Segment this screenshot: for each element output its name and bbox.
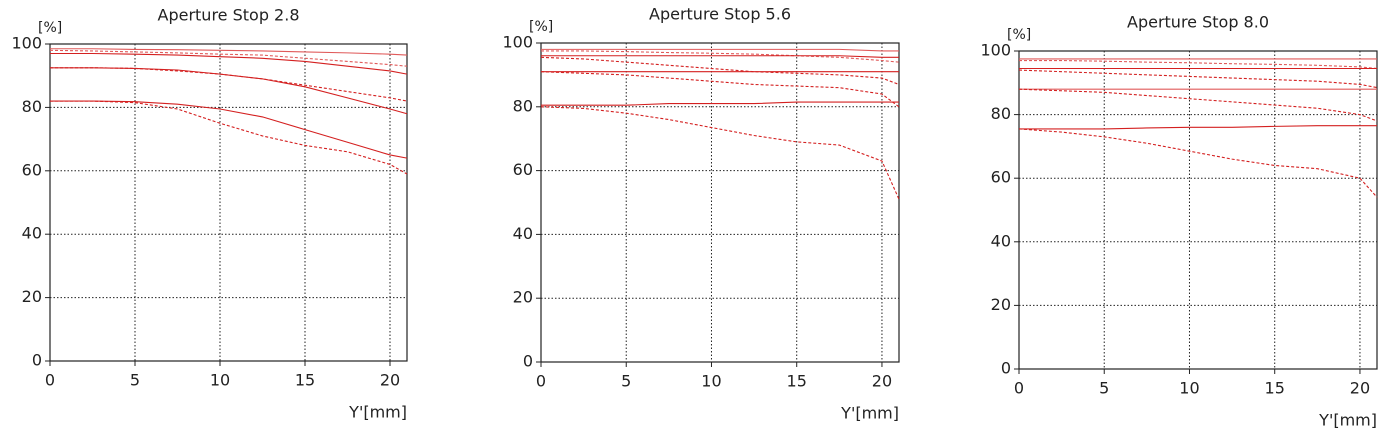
mtf-line <box>50 67 408 102</box>
y-tick-label: 100 <box>11 34 42 53</box>
y-tick-label: 40 <box>22 224 42 243</box>
x-tick-label: 0 <box>536 372 546 391</box>
mtf-line <box>50 100 408 159</box>
mtf-line <box>1018 128 1378 198</box>
x-tick-label: 10 <box>1179 379 1199 398</box>
y-tick-label: 40 <box>513 224 533 243</box>
mtf-line <box>50 52 408 75</box>
chart-title: Aperture Stop 5.6 <box>649 5 791 24</box>
y-tick-label: 100 <box>502 33 533 52</box>
mtf-line <box>49 49 408 67</box>
y-axis-label: [%] <box>1007 27 1031 43</box>
x-tick-label: 15 <box>787 372 807 391</box>
mtf-line <box>1019 59 1378 70</box>
y-axis-label: [%] <box>38 20 62 36</box>
y-tick-label: 80 <box>513 96 533 115</box>
x-tick-label: 20 <box>1350 379 1370 398</box>
x-tick-label: 20 <box>872 372 892 391</box>
mtf-line <box>1018 69 1378 89</box>
x-axis-label: Y'[mm] <box>1318 411 1377 430</box>
x-axis-label: Y'[mm] <box>348 403 407 422</box>
y-tick-label: 40 <box>991 231 1011 250</box>
mtf-line <box>541 50 900 63</box>
x-tick-label: 15 <box>1265 379 1285 398</box>
y-tick-label: 60 <box>991 168 1011 187</box>
mtf-line <box>541 48 899 52</box>
chart-title: Aperture Stop 2.8 <box>158 6 300 25</box>
x-tick-label: 0 <box>1014 379 1024 398</box>
x-tick-label: 5 <box>130 371 140 390</box>
mtf-line <box>540 71 900 108</box>
chart-title: Aperture Stop 8.0 <box>1127 13 1269 32</box>
mtf-line <box>1018 88 1378 122</box>
mtf-line <box>50 67 408 115</box>
x-tick-label: 10 <box>701 372 721 391</box>
plot-frame <box>49 43 408 362</box>
x-axis-label: Y'[mm] <box>840 404 899 423</box>
y-tick-label: 80 <box>991 104 1011 123</box>
x-tick-label: 5 <box>1099 379 1109 398</box>
x-tick-label: 20 <box>380 371 400 390</box>
y-tick-label: 60 <box>513 160 533 179</box>
mtf-line <box>1019 125 1377 130</box>
y-axis-label: [%] <box>529 19 553 35</box>
x-tick-label: 15 <box>295 371 315 390</box>
y-tick-label: 20 <box>513 288 533 307</box>
plot-frame <box>540 42 900 363</box>
y-tick-label: 20 <box>22 287 42 306</box>
mtf-line <box>541 55 899 58</box>
y-tick-label: 0 <box>1001 359 1011 378</box>
y-tick-label: 80 <box>22 97 42 116</box>
mtf-line <box>540 106 900 200</box>
mtf-line <box>50 100 408 175</box>
x-tick-label: 5 <box>621 372 631 391</box>
x-tick-label: 0 <box>45 371 55 390</box>
y-tick-label: 100 <box>980 41 1011 60</box>
y-tick-label: 60 <box>22 160 42 179</box>
plot-frame <box>1018 50 1378 370</box>
mtf-line <box>540 56 900 85</box>
y-tick-label: 20 <box>991 295 1011 314</box>
y-tick-label: 0 <box>32 351 42 370</box>
y-tick-label: 0 <box>523 352 533 371</box>
mtf-line <box>50 48 408 56</box>
mtf-line <box>541 101 899 106</box>
x-tick-label: 10 <box>210 371 230 390</box>
